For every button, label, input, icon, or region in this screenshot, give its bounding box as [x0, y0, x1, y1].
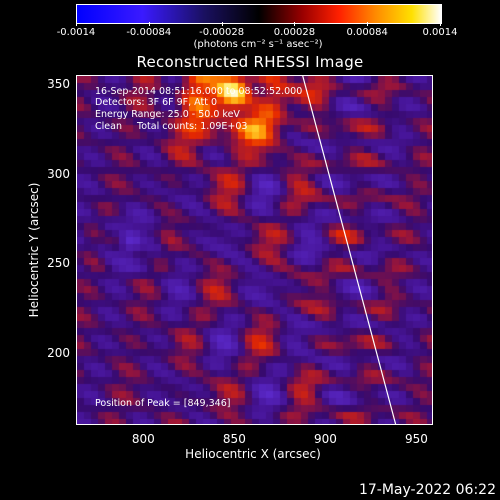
x-axis-label: Heliocentric X (arcsec) [185, 447, 321, 461]
y-tick-label: 200 [47, 346, 70, 361]
colorbar-tick-label: 0.00084 [346, 27, 388, 38]
peak-position-label: Position of Peak = [849,346] [95, 398, 231, 409]
colorbar-gradient [77, 5, 441, 23]
x-tick-label: 900 [313, 432, 337, 446]
y-tick-label: 300 [47, 166, 70, 181]
solar-limb-line [302, 76, 397, 424]
y-axis-label: Heliocentric Y (arcsec) [27, 182, 41, 318]
heatmap-image [77, 76, 432, 424]
info-time: 16-Sep-2014 08:51:16.000 to 08:52:52.000 [95, 86, 303, 97]
colorbar-tick [294, 22, 296, 26]
colorbar-unit-label: (photons cm⁻² s⁻¹ asec⁻²) [193, 39, 323, 50]
colorbar-tick-label: -0.00028 [199, 27, 245, 38]
plot-overlay [302, 76, 397, 424]
info-clean: Clean Total counts: 1.09E+03 [95, 121, 248, 132]
info-energy: Energy Range: 25.0 - 50.0 keV [95, 109, 240, 120]
colorbar-tick-label: -0.0014 [56, 27, 96, 38]
plot-area: 16-Sep-2014 08:51:16.000 to 08:52:52.000… [76, 75, 433, 425]
colorbar-tick [367, 22, 369, 26]
x-tick-label: 850 [222, 432, 246, 446]
colorbar-tick-label: 0.00028 [273, 27, 316, 38]
x-tick-label: 800 [131, 432, 155, 446]
y-tick-label: 250 [47, 256, 70, 271]
colorbar-tick [221, 22, 223, 26]
colorbar [76, 4, 442, 24]
info-detectors: Detectors: 3F 6F 9F, Att 0 [95, 97, 218, 108]
colorbar-tick-label: 0.0014 [422, 27, 458, 38]
x-tick-label: 950 [404, 432, 428, 446]
timestamp: 17-May-2022 06:22 [358, 482, 496, 498]
colorbar-tick-label: -0.00084 [126, 27, 172, 38]
colorbar-tick [76, 22, 77, 26]
colorbar-tick [440, 22, 441, 26]
chart-title: Reconstructed RHESSI Image [136, 53, 364, 71]
y-tick-label: 350 [47, 76, 70, 91]
colorbar-tick [148, 22, 150, 26]
